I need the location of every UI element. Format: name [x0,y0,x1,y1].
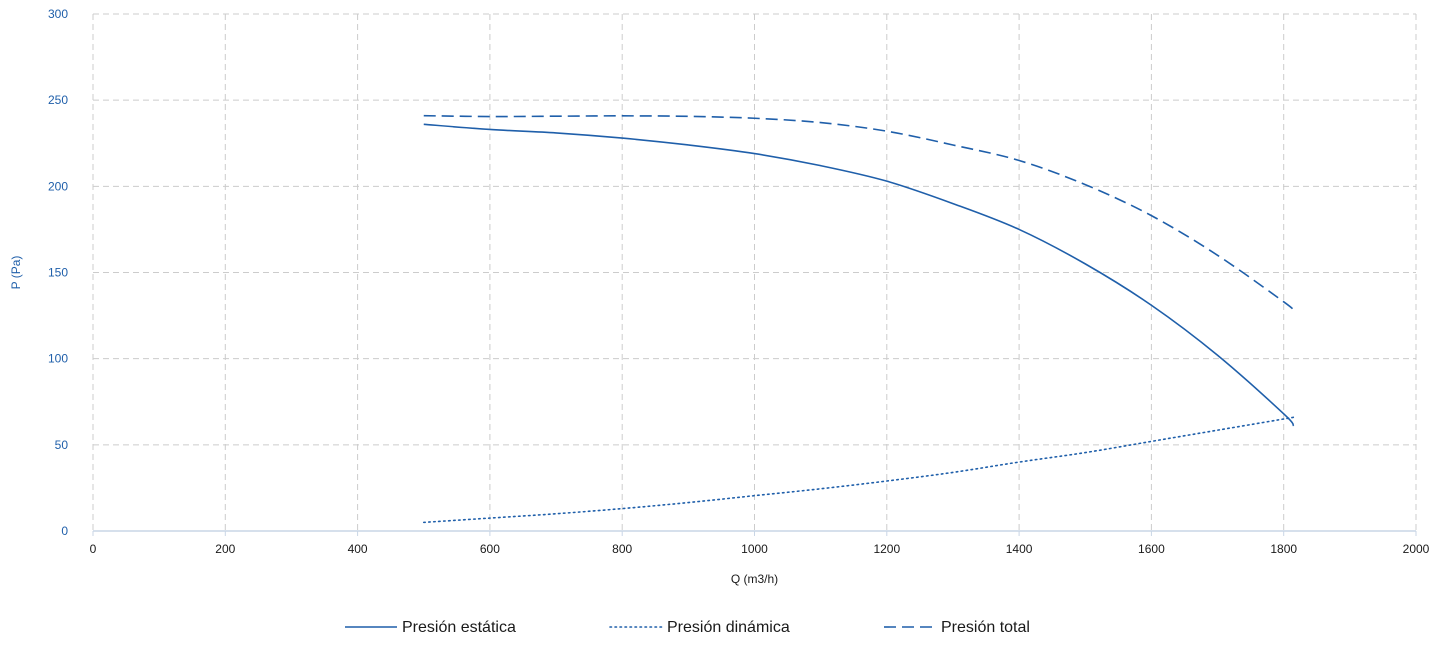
x-tick-label: 600 [480,542,500,556]
x-tick-label: 400 [348,542,368,556]
x-tick-label: 0 [90,542,97,556]
y-tick-label: 250 [48,93,68,107]
x-tick-label: 800 [612,542,632,556]
series-line-dotted [422,416,1295,524]
x-tick-label: 1200 [873,542,900,556]
y-tick-label: 0 [61,524,68,538]
y-tick-label: 200 [48,179,68,193]
series-line-solid [423,123,1295,427]
x-tick-label: 1800 [1270,542,1297,556]
x-tick-label: 1000 [741,542,768,556]
y-tick-label: 300 [48,7,68,21]
y-tick-label: 50 [55,438,69,452]
legend: Presión estática Presión dinámica Presión … [345,619,1030,636]
label-layer: Q (m3/h) P (Pa) 0 200 400 600 800 1000 1200 140… [9,7,1430,586]
y-tick-label: 100 [48,352,68,366]
series-layer [422,114,1295,524]
x-tick-label: 1400 [1006,542,1033,556]
legend-item: Presión dinámica [609,619,790,636]
y-axis-title: P (Pa) [9,256,23,290]
x-tick-label: 1600 [1138,542,1165,556]
legend-item: Presión estática [345,619,516,636]
x-tick-label: 2000 [1403,542,1430,556]
legend-label: Presión estática [402,619,516,636]
y-tick-label: 150 [48,266,68,280]
legend-label: Presión dinámica [667,619,790,636]
axis-layer [92,530,1417,536]
series-line-dashed [423,114,1295,312]
legend-item: Presión total [884,619,1030,636]
legend-label: Presión total [941,619,1030,636]
grid-layer [92,13,1417,531]
x-axis-title: Q (m3/h) [731,572,778,586]
x-tick-label: 200 [215,542,235,556]
